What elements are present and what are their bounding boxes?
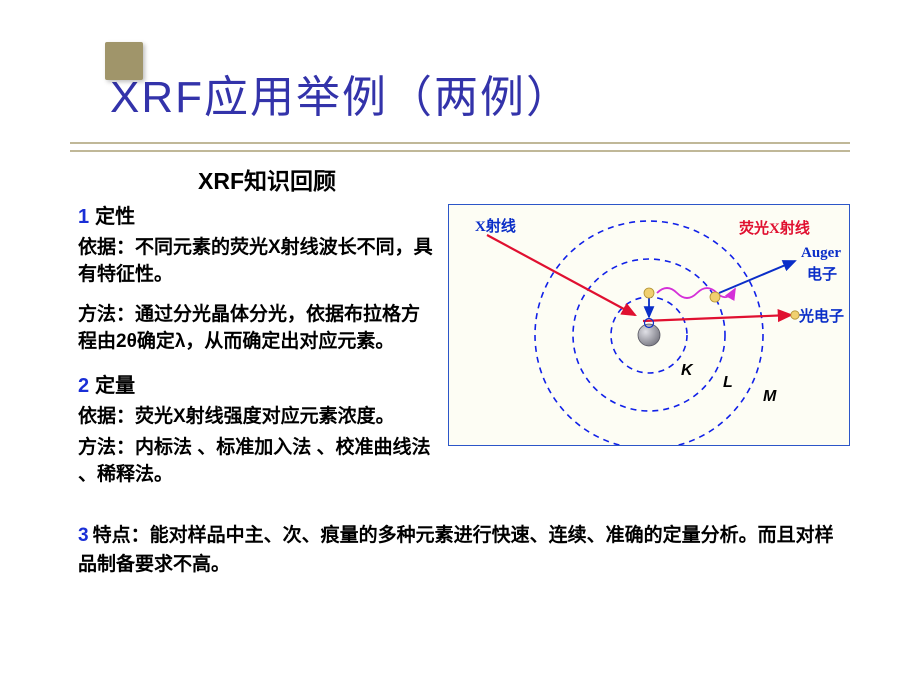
label-k: K [681, 362, 694, 379]
section-2-title: 定量 [95, 375, 135, 397]
diagram-column: K L M X射线 荧光X射线 Auger 电子 光电子 [448, 200, 850, 502]
label-fluor: 荧光X射线 [739, 217, 810, 238]
section-3-body: ：能对样品中主、次、痕量的多种元素进行快速、连续、准确的定量分析。而且对样品制备… [78, 525, 834, 575]
section-1-title: 定性 [95, 206, 135, 228]
subtitle: XRF知识回顾 [198, 162, 850, 196]
page-title: XRF应用举例（两例） [110, 61, 572, 125]
section-3-head: 特点 [93, 525, 131, 546]
section-3: 3特点：能对样品中主、次、痕量的多种元素进行快速、连续、准确的定量分析。而且对样… [78, 522, 850, 579]
photoelectron-arrow [643, 315, 791, 321]
electron-l-icon [644, 288, 654, 298]
two-column-layout: 1 定性 依据：不同元素的荧光X射线波长不同，具有特征性。 方法：通过分光晶体分光… [78, 200, 850, 502]
slide: XRF应用举例（两例） XRF知识回顾 1 定性 依据：不同元素的荧光X射线波长不… [0, 0, 920, 690]
label-xray: X射线 [475, 215, 516, 236]
label-photoelectron: 光电子 [799, 305, 844, 326]
title-bar: XRF应用举例（两例） [70, 48, 850, 138]
xray-arrow [487, 235, 635, 315]
label-m: M [763, 388, 777, 405]
section-2-head: 2 定量 [78, 369, 434, 398]
section-2-p1: 依据：荧光X射线强度对应元素浓度。 [78, 404, 434, 431]
fluorescence-wave [657, 288, 735, 298]
section-1-head: 1 定性 [78, 200, 434, 229]
photoelectron-dot-icon [791, 311, 799, 319]
section-2-num: 2 [78, 375, 89, 397]
section-1-num: 1 [78, 206, 89, 228]
content-area: XRF知识回顾 1 定性 依据：不同元素的荧光X射线波长不同，具有特征性。 方法：… [78, 162, 850, 579]
section-1-p2: 方法：通过分光晶体分光，依据布拉格方程由2θ确定λ，从而确定出对应元素。 [78, 302, 434, 355]
atom-svg: K L M [449, 205, 849, 445]
section-1-p1: 依据：不同元素的荧光X射线波长不同，具有特征性。 [78, 235, 434, 288]
label-l: L [723, 374, 733, 391]
section-2-p2: 方法：内标法 、标准加入法 、校准曲线法 、稀释法。 [78, 435, 434, 488]
electron-m-icon [710, 292, 720, 302]
label-auger-1: Auger [801, 245, 841, 262]
auger-arrow [719, 261, 795, 293]
label-auger-2: 电子 [807, 263, 837, 284]
section-3-num: 3 [78, 525, 89, 546]
atom-diagram: K L M X射线 荧光X射线 Auger 电子 光电子 [448, 204, 850, 446]
text-column: 1 定性 依据：不同元素的荧光X射线波长不同，具有特征性。 方法：通过分光晶体分光… [78, 200, 434, 502]
